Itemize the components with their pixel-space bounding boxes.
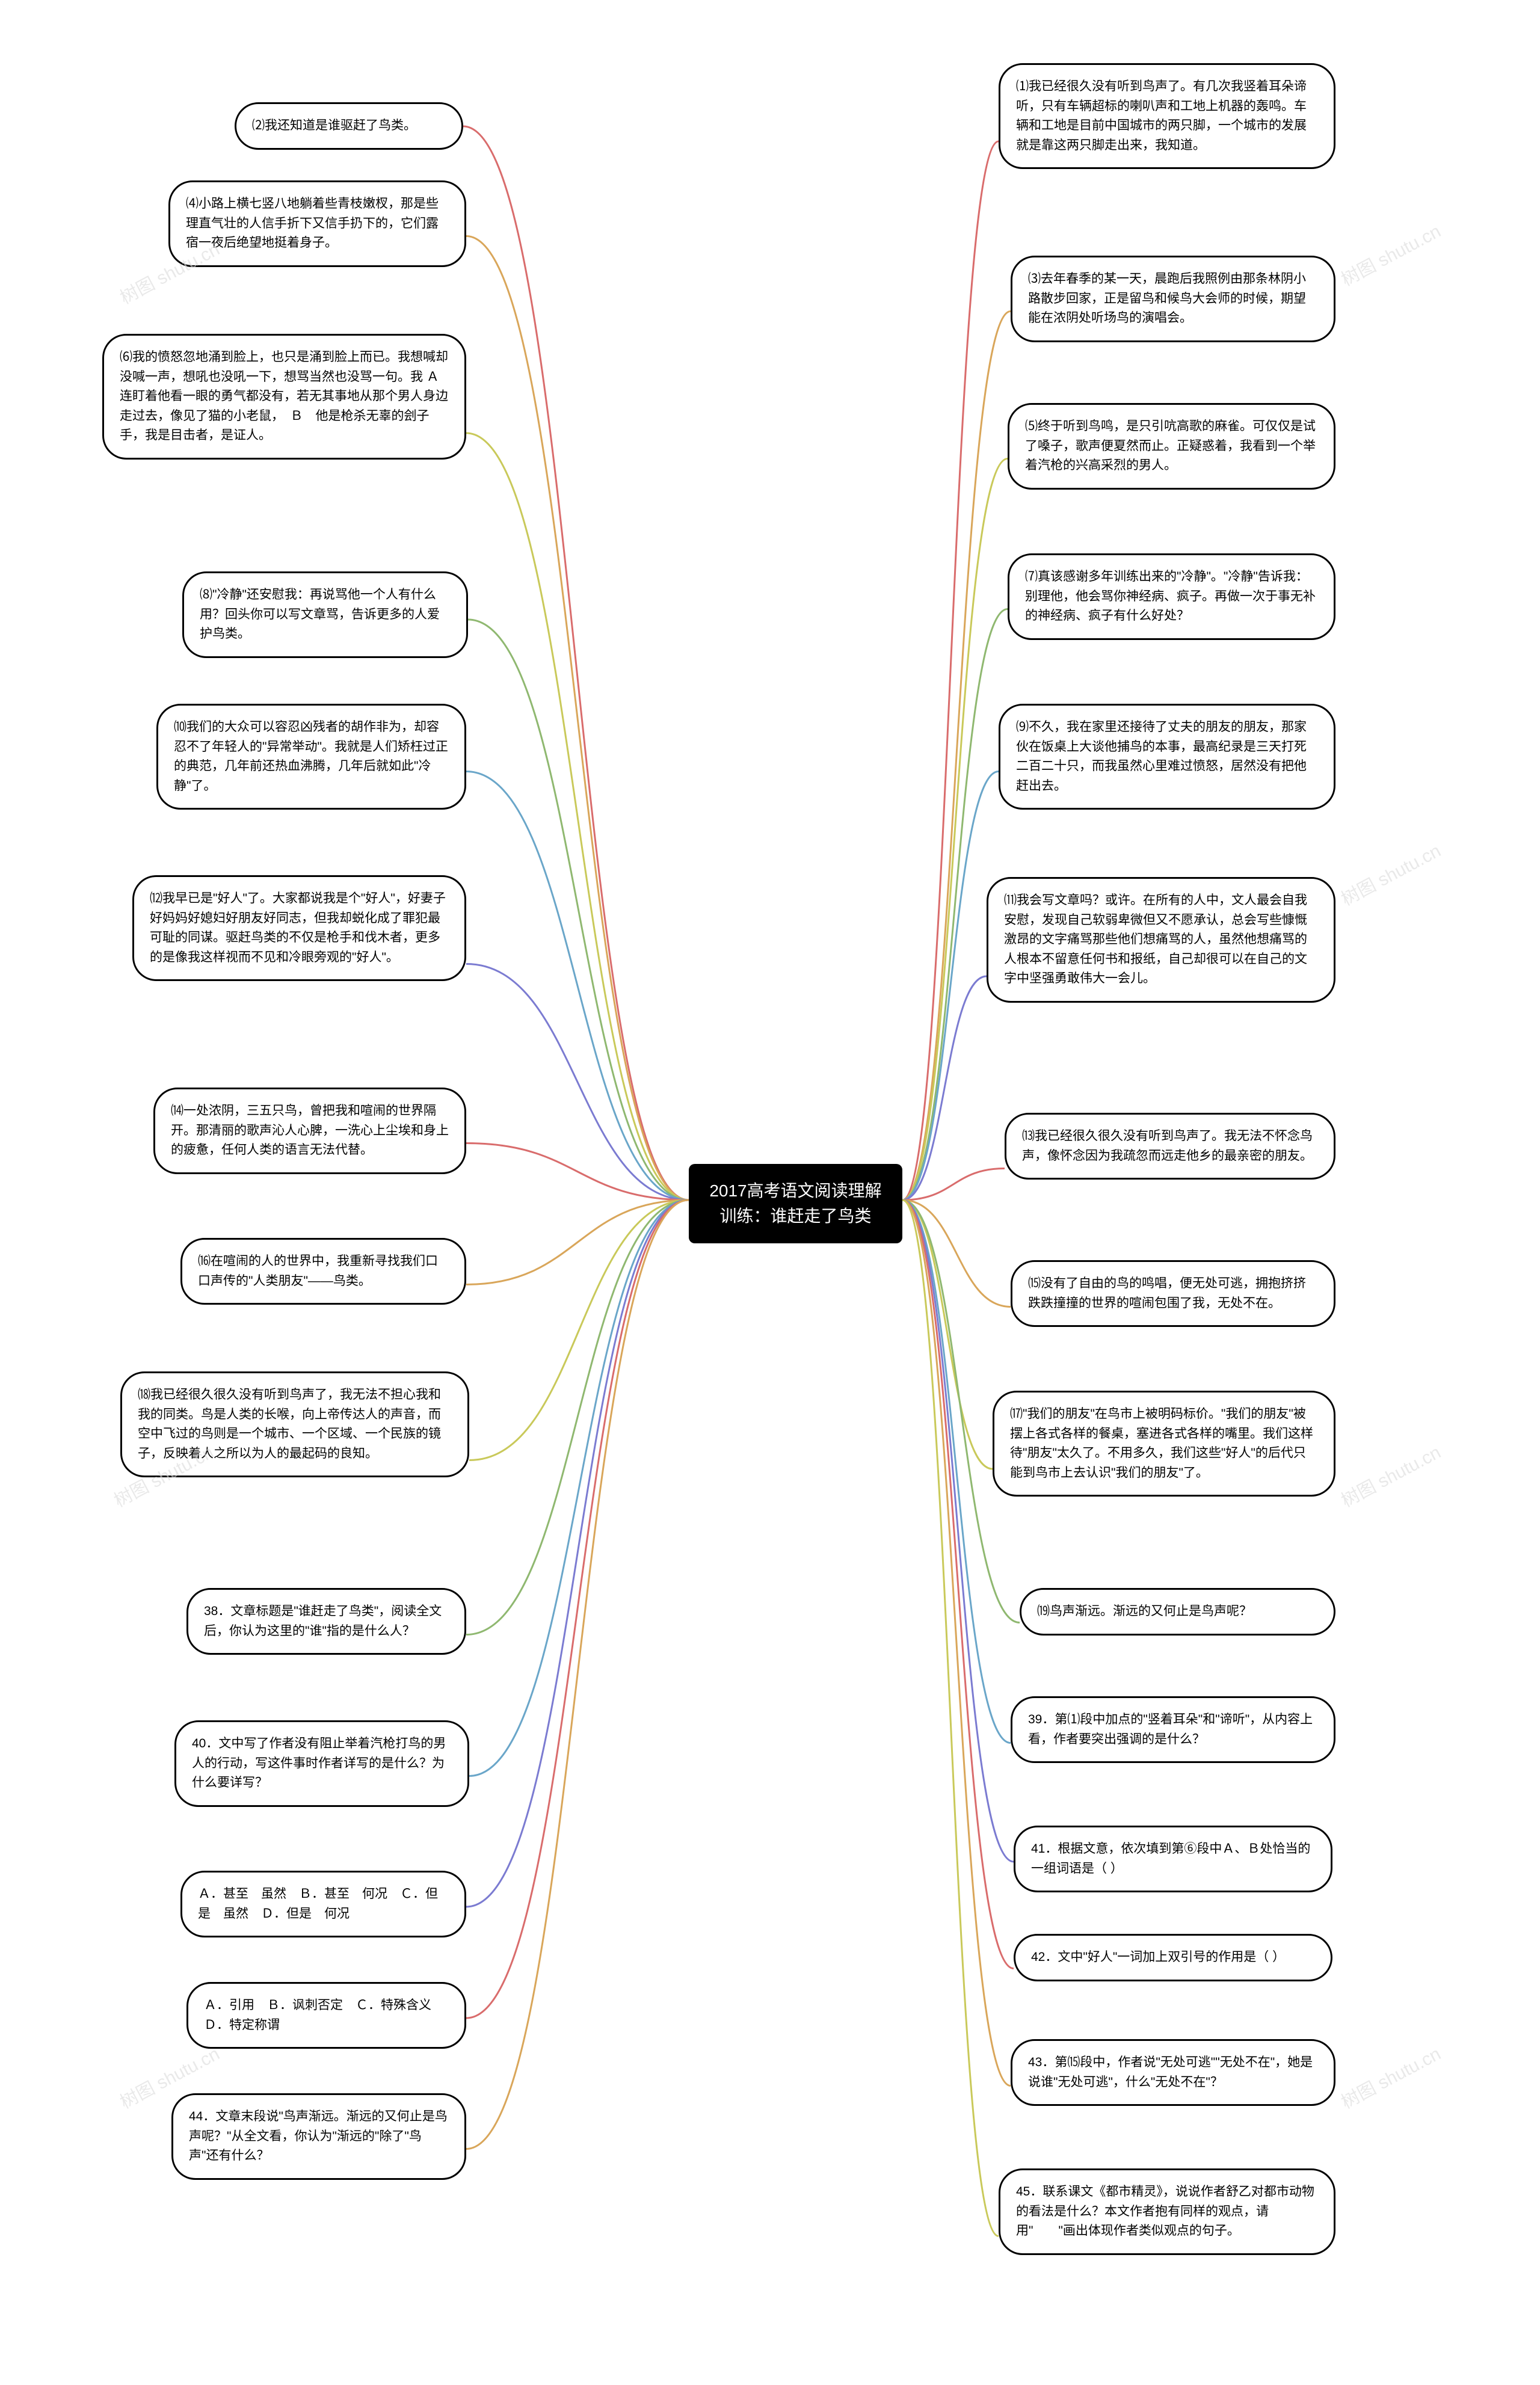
- right-node-4: ⑼不久，我在家里还接待了丈夫的朋友的朋友，那家伙在饭桌上大谈他捕鸟的本事，最高纪…: [999, 704, 1335, 810]
- mindmap-canvas: 2017高考语文阅读理解训练：谁赶走了鸟类 ⑵我还知道是谁驱赶了鸟类。 ⑷小路上横…: [0, 0, 1540, 2385]
- watermark-4: 树图 shutu.cn: [1335, 1438, 1444, 1512]
- left-node-10: 40．文中写了作者没有阻止举着汽枪打鸟的男人的行动，写这件事时作者详写的是什么？…: [174, 1720, 469, 1807]
- right-node-2: ⑸终于听到鸟鸣，是只引吭高歌的麻雀。可仅仅是试了嗓子，歌声便夏然而止。正疑惑着，…: [1008, 403, 1335, 490]
- center-node: 2017高考语文阅读理解训练：谁赶走了鸟类: [689, 1164, 902, 1243]
- right-node-12: 42．文中"好人"一词加上双引号的作用是（ ）: [1014, 1934, 1332, 1981]
- left-node-2: ⑹我的愤怒忽地涌到脸上，也只是涌到脸上而已。我想喊却没喊一声，想吼也没吼一下，想…: [102, 334, 466, 460]
- left-node-1: ⑷小路上横七竖八地躺着些青枝嫩杈，那是些理直气壮的人信手折下又信手扔下的，它们露…: [168, 180, 466, 267]
- left-node-5: ⑿我早已是"好人"了。大家都说我是个"好人"，好妻子好妈妈好媳妇好朋友好同志，但…: [132, 875, 466, 981]
- left-node-13: 44．文章末段说"鸟声渐远。渐远的又何止是鸟声呢？"从全文看，你认为"渐远的"除…: [171, 2093, 466, 2180]
- watermark-1: 树图 shutu.cn: [1335, 217, 1444, 291]
- left-node-4: ⑽我们的大众可以容忍凶残者的胡作非为，却容忍不了年轻人的"异常举动"。我就是人们…: [156, 704, 466, 810]
- right-node-3: ⑺真该感谢多年训练出来的"冷静"。"冷静"告诉我：别理他，他会骂你神经病、疯子。…: [1008, 553, 1335, 640]
- right-node-10: 39．第⑴段中加点的"竖着耳朵"和"谛听"，从内容上看，作者要突出强调的是什么？: [1011, 1696, 1335, 1763]
- right-node-8: ⒄"我们的朋友"在鸟市上被明码标价。"我们的朋友"被摆上各式各样的餐桌，塞进各式…: [993, 1391, 1335, 1497]
- right-node-9: ⒆鸟声渐远。渐远的又何止是鸟声呢？: [1020, 1588, 1335, 1636]
- left-node-0: ⑵我还知道是谁驱赶了鸟类。: [235, 102, 463, 150]
- watermark-6: 树图 shutu.cn: [1335, 2039, 1444, 2114]
- right-node-13: 43．第⒂段中，作者说"无处可逃""无处不在"，她是说谁"无处可逃"，什么"无处…: [1011, 2039, 1335, 2106]
- left-node-7: ⒃在喧闹的人的世界中，我重新寻找我们口口声传的"人类朋友"——鸟类。: [180, 1238, 466, 1305]
- right-node-5: ⑾我会写文章吗？或许。在所有的人中，文人最会自我安慰，发现自己软弱卑微但又不愿承…: [987, 877, 1335, 1003]
- left-node-8: ⒅我已经很久很久没有听到鸟声了，我无法不担心我和我的同类。鸟是人类的长喉，向上帝…: [120, 1371, 469, 1477]
- left-node-6: ⒁一处浓阴，三五只鸟，曾把我和喧闹的世界隔开。那清丽的歌声沁人心脾，一洗心上尘埃…: [153, 1088, 466, 1174]
- right-node-1: ⑶去年春季的某一天，晨跑后我照例由那条林阴小路散步回家，正是留鸟和候鸟大会师的时…: [1011, 256, 1335, 342]
- left-node-9: 38．文章标题是"谁赶走了鸟类"，阅读全文后，你认为这里的"谁"指的是什么人？: [186, 1588, 466, 1655]
- left-node-11: Ａ．甚至 虽然 Ｂ．甚至 何况 Ｃ．但是 虽然 Ｄ．但是 何况: [180, 1871, 466, 1937]
- right-node-0: ⑴我已经很久没有听到鸟声了。有几次我竖着耳朵谛听，只有车辆超标的喇叭声和工地上机…: [999, 63, 1335, 169]
- right-node-11: 41．根据文意，依次填到第⑥段中Ａ、Ｂ处恰当的一组词语是（ ）: [1014, 1826, 1332, 1892]
- right-node-14: 45．联系课文《都市精灵》，说说作者舒乙对都市动物的看法是什么？本文作者抱有同样…: [999, 2168, 1335, 2255]
- left-node-12: Ａ．引用 Ｂ．讽刺否定 Ｃ．特殊含义 Ｄ．特定称谓: [186, 1982, 466, 2049]
- watermark-2: 树图 shutu.cn: [1335, 836, 1444, 911]
- right-node-6: ⒀我已经很久很久没有听到鸟声了。我无法不怀念鸟声，像怀念因为我疏忽而远走他乡的最…: [1005, 1113, 1335, 1180]
- right-node-7: ⒂没有了自由的鸟的鸣唱，便无处可逃，拥抱挤挤跌跌撞撞的世界的喧闹包围了我，无处不…: [1011, 1260, 1335, 1327]
- left-node-3: ⑻"冷静"还安慰我：再说骂他一个人有什么用？回头你可以写文章骂，告诉更多的人爱护…: [182, 571, 468, 658]
